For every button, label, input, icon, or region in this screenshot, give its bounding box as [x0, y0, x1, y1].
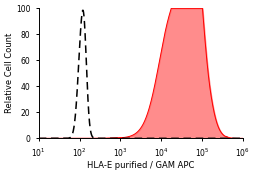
- Y-axis label: Relative Cell Count: Relative Cell Count: [5, 33, 14, 113]
- X-axis label: HLA-E purified / GAM APC: HLA-E purified / GAM APC: [87, 161, 194, 170]
